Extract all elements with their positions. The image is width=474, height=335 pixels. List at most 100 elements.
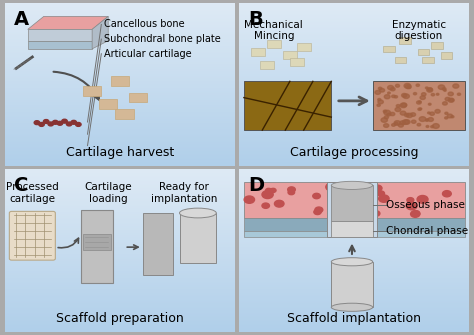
Circle shape: [410, 113, 416, 116]
Polygon shape: [290, 58, 304, 66]
Circle shape: [66, 122, 72, 126]
Circle shape: [62, 119, 67, 123]
Circle shape: [412, 211, 420, 216]
Circle shape: [377, 104, 380, 107]
Circle shape: [404, 120, 410, 124]
Circle shape: [71, 120, 76, 124]
Text: Subchondral bone plate: Subchondral bone plate: [104, 34, 220, 44]
Circle shape: [378, 98, 381, 101]
Circle shape: [314, 209, 321, 215]
Ellipse shape: [331, 181, 373, 189]
Polygon shape: [283, 51, 297, 59]
Circle shape: [400, 121, 405, 125]
FancyBboxPatch shape: [244, 81, 331, 130]
Circle shape: [313, 193, 320, 199]
Circle shape: [436, 93, 439, 95]
Circle shape: [426, 119, 429, 121]
Circle shape: [384, 110, 391, 115]
Circle shape: [388, 92, 390, 94]
Polygon shape: [129, 93, 147, 103]
Circle shape: [378, 87, 382, 90]
Polygon shape: [431, 42, 443, 49]
Circle shape: [420, 96, 425, 99]
Circle shape: [380, 88, 384, 92]
Circle shape: [447, 114, 453, 118]
Circle shape: [428, 88, 432, 91]
Text: Cartilage processing: Cartilage processing: [290, 146, 419, 159]
Circle shape: [416, 84, 419, 86]
Circle shape: [387, 113, 391, 116]
Circle shape: [401, 93, 407, 97]
Circle shape: [372, 211, 380, 216]
Circle shape: [395, 84, 400, 87]
Circle shape: [417, 123, 421, 126]
Circle shape: [377, 191, 384, 196]
Circle shape: [34, 121, 40, 125]
Circle shape: [435, 110, 440, 113]
Text: Chondral phase: Chondral phase: [386, 226, 469, 236]
Circle shape: [344, 188, 351, 193]
Circle shape: [378, 100, 383, 104]
Text: C: C: [14, 176, 28, 195]
Circle shape: [431, 126, 434, 128]
Circle shape: [457, 93, 461, 95]
Text: D: D: [248, 176, 264, 195]
Text: Cartilage
loading: Cartilage loading: [84, 182, 132, 204]
Circle shape: [438, 85, 445, 89]
Circle shape: [421, 93, 426, 96]
Circle shape: [392, 95, 395, 97]
Circle shape: [405, 85, 411, 89]
Polygon shape: [394, 57, 406, 64]
Polygon shape: [28, 41, 92, 49]
Circle shape: [315, 207, 323, 213]
Text: Mechanical
Mincing: Mechanical Mincing: [245, 20, 303, 41]
Circle shape: [417, 101, 421, 104]
Circle shape: [355, 192, 364, 199]
Circle shape: [373, 185, 382, 191]
Text: Scaffold preparation: Scaffold preparation: [56, 312, 183, 325]
Polygon shape: [110, 76, 129, 86]
Circle shape: [450, 99, 454, 102]
FancyArrowPatch shape: [54, 72, 99, 99]
Circle shape: [406, 113, 412, 118]
Circle shape: [270, 188, 276, 192]
Ellipse shape: [331, 303, 373, 311]
Text: B: B: [248, 10, 263, 29]
Circle shape: [419, 117, 426, 122]
Circle shape: [451, 116, 454, 118]
FancyArrowPatch shape: [349, 246, 355, 254]
Polygon shape: [83, 86, 101, 96]
FancyBboxPatch shape: [83, 234, 110, 250]
FancyBboxPatch shape: [331, 221, 373, 238]
Circle shape: [431, 93, 435, 96]
Circle shape: [384, 116, 389, 119]
Text: Osseous phase: Osseous phase: [386, 200, 465, 210]
Circle shape: [417, 196, 428, 203]
Polygon shape: [92, 16, 108, 49]
Circle shape: [388, 85, 393, 90]
Circle shape: [288, 187, 295, 192]
Circle shape: [443, 102, 447, 105]
Circle shape: [395, 108, 401, 112]
Polygon shape: [251, 48, 264, 56]
Circle shape: [398, 124, 403, 127]
Ellipse shape: [180, 208, 216, 218]
Polygon shape: [115, 109, 134, 119]
Circle shape: [406, 202, 417, 210]
Circle shape: [326, 183, 337, 191]
Circle shape: [426, 87, 428, 89]
Circle shape: [394, 95, 398, 98]
Circle shape: [445, 117, 448, 119]
Circle shape: [53, 120, 58, 124]
Circle shape: [394, 122, 398, 125]
Polygon shape: [267, 40, 281, 48]
Circle shape: [392, 124, 395, 126]
FancyBboxPatch shape: [373, 81, 465, 130]
Circle shape: [39, 123, 44, 126]
Circle shape: [408, 86, 411, 88]
Circle shape: [262, 191, 273, 199]
Circle shape: [448, 98, 454, 102]
Circle shape: [400, 103, 407, 108]
Circle shape: [44, 120, 49, 124]
Circle shape: [430, 112, 435, 115]
